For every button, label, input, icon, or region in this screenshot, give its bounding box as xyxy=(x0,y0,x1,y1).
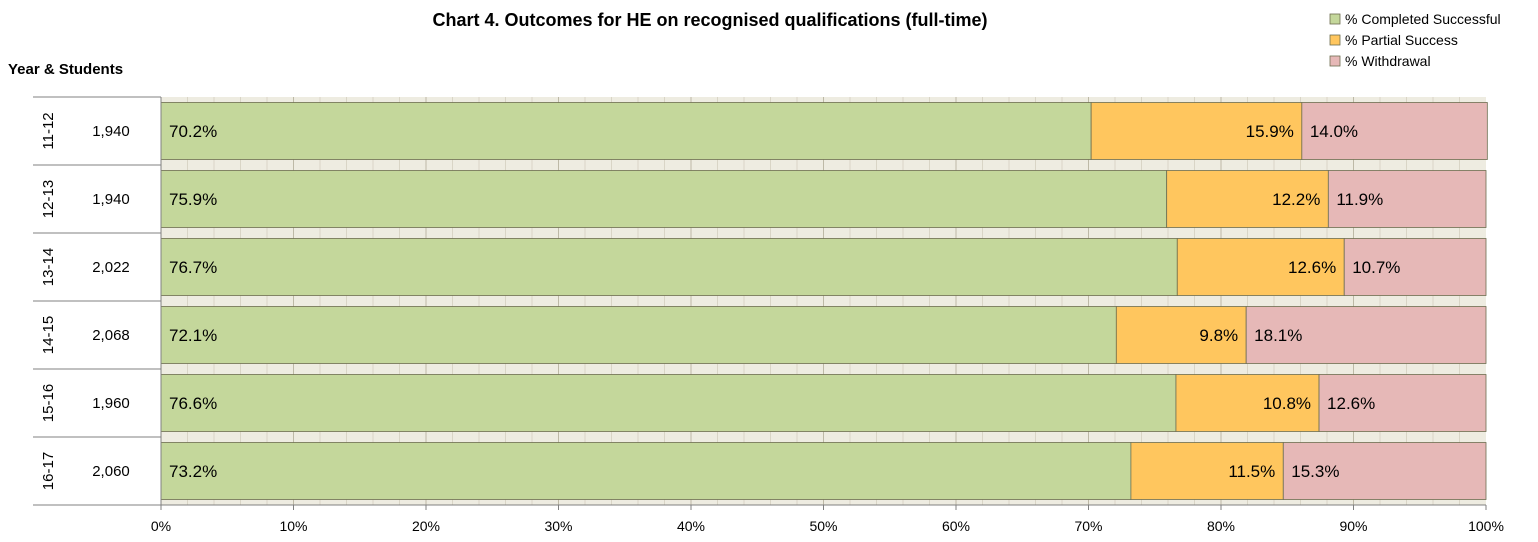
data-label: 11.5% xyxy=(1228,462,1275,481)
bar-segment xyxy=(1166,170,1329,228)
x-tick-label: 10% xyxy=(279,518,307,534)
bar-segment xyxy=(1318,374,1487,432)
legend-label: % Completed Successful xyxy=(1345,11,1501,27)
bar-segment xyxy=(160,102,1092,160)
data-label: 75.9% xyxy=(169,190,217,209)
bar-segment xyxy=(1343,238,1487,296)
bar-segment xyxy=(160,170,1168,228)
category-label: 11-12 xyxy=(40,112,57,149)
data-label: 14.0% xyxy=(1310,122,1358,141)
bar-segment xyxy=(1301,102,1488,160)
data-label: 12.2% xyxy=(1272,190,1320,209)
legend-label: % Withdrawal xyxy=(1345,53,1431,69)
x-tick-label: 40% xyxy=(677,518,705,534)
data-label: 10.7% xyxy=(1352,258,1400,277)
bar-segment xyxy=(1327,170,1487,228)
data-label: 18.1% xyxy=(1254,326,1302,345)
bar-segment xyxy=(160,306,1117,364)
data-label: 73.2% xyxy=(169,462,217,481)
data-label: 70.2% xyxy=(169,122,217,141)
x-tick-label: 80% xyxy=(1207,518,1235,534)
bar-segment xyxy=(1175,374,1320,432)
data-label: 12.6% xyxy=(1327,394,1375,413)
students-label: 1,940 xyxy=(92,191,130,208)
bar-segment xyxy=(160,238,1178,296)
data-label: 15.3% xyxy=(1291,462,1339,481)
bar-segment xyxy=(1090,102,1303,160)
students-label: 2,022 xyxy=(92,259,130,276)
category-label: 15-16 xyxy=(40,384,57,422)
students-label: 1,940 xyxy=(92,123,130,140)
legend-swatch xyxy=(1329,55,1341,67)
x-tick-label: 50% xyxy=(809,518,837,534)
bar-segment xyxy=(1282,442,1487,500)
x-tick-label: 100% xyxy=(1468,518,1504,534)
plot-area: 70.2% 15.9% 14.0% 11-12 1,940 75.9% 12.2% 11.9%… xyxy=(33,96,1504,534)
x-tick-label: 70% xyxy=(1074,518,1102,534)
students-label: 1,960 xyxy=(92,395,130,412)
category-label: 14-15 xyxy=(40,316,57,354)
legend-swatch xyxy=(1329,34,1341,46)
data-label: 15.9% xyxy=(1246,122,1294,141)
legend-swatch xyxy=(1329,13,1341,25)
data-label: 12.6% xyxy=(1288,258,1336,277)
bar-segment xyxy=(1130,442,1284,500)
x-tick-label: 20% xyxy=(412,518,440,534)
y-axis-title: Year & Students xyxy=(8,61,123,78)
data-label: 76.7% xyxy=(169,258,217,277)
x-tick-label: 0% xyxy=(151,518,171,534)
chart-title: Chart 4. Outcomes for HE on recognised q… xyxy=(432,10,987,30)
bar-segment xyxy=(160,374,1177,432)
category-label: 16-17 xyxy=(40,452,57,490)
bar-segment xyxy=(1176,238,1345,296)
data-label: 11.9% xyxy=(1336,190,1383,209)
x-tick-label: 60% xyxy=(942,518,970,534)
bar-segment xyxy=(1115,306,1247,364)
chart-legend: % Completed Successful % Partial Success%… xyxy=(1329,11,1501,69)
data-label: 76.6% xyxy=(169,394,217,413)
category-label: 13-14 xyxy=(40,248,57,286)
category-label: 12-13 xyxy=(40,180,57,218)
bar-segment xyxy=(1245,306,1487,364)
legend-label: % Partial Success xyxy=(1345,32,1458,48)
data-label: 9.8% xyxy=(1199,326,1238,345)
bar-segment xyxy=(160,442,1132,500)
x-tick-label: 90% xyxy=(1339,518,1367,534)
students-label: 2,060 xyxy=(92,463,130,480)
data-label: 10.8% xyxy=(1263,394,1311,413)
data-label: 72.1% xyxy=(169,326,217,345)
x-tick-label: 30% xyxy=(544,518,572,534)
students-label: 2,068 xyxy=(92,327,130,344)
